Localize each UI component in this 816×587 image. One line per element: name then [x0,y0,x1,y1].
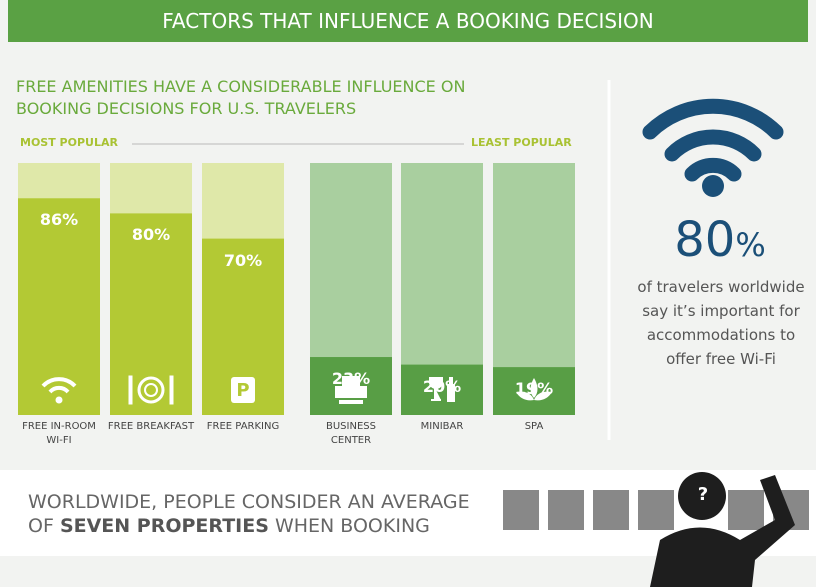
category-label: FREE IN-ROOM WI-FI [14,420,104,448]
category-label: MINIBAR [397,420,487,434]
amenity-icon: P [231,377,255,403]
stat-unit: % [735,226,765,264]
value-label: 80% [110,225,192,244]
question-mark: ? [690,484,716,505]
header-title: FACTORS THAT INFLUENCE A BOOKING DECISIO… [8,0,808,42]
value-label: 20% [401,377,483,396]
footer-part: WHEN BOOKING [275,515,430,537]
stat-number: 80% [630,212,810,268]
category-label: FREE PARKING [198,420,288,434]
category-label: SPA [489,420,579,434]
wifi-icon [650,106,776,174]
least-popular: LEAST POPULAR [471,136,572,149]
category-label: FREE BREAKFAST [106,420,196,434]
stat-value: 80 [674,212,735,268]
bar [18,198,100,415]
value-label: 86% [18,210,100,229]
footer-bold: SEVEN PROPERTIES [60,515,269,537]
buildings [503,490,809,530]
value-label: 19% [493,379,575,398]
chart-title: FREE AMENITIES HAVE A CONSIDERABLE INFLU… [16,76,536,120]
infographic: P FACTORS THAT INFLUENCE A BOOKING DECIS… [0,0,816,587]
category-label: BUSINESS CENTER [306,420,396,448]
footer-text: WORLDWIDE, PEOPLE CONSIDER AN AVERAGE OF… [28,490,498,538]
value-label: 23% [310,369,392,388]
value-label: 70% [202,251,284,270]
svg-text:P: P [236,380,249,401]
stat-text: of travelers worldwide say it’s importan… [636,275,806,371]
most-popular: MOST POPULAR [20,136,118,149]
wifi-dot [702,175,724,197]
